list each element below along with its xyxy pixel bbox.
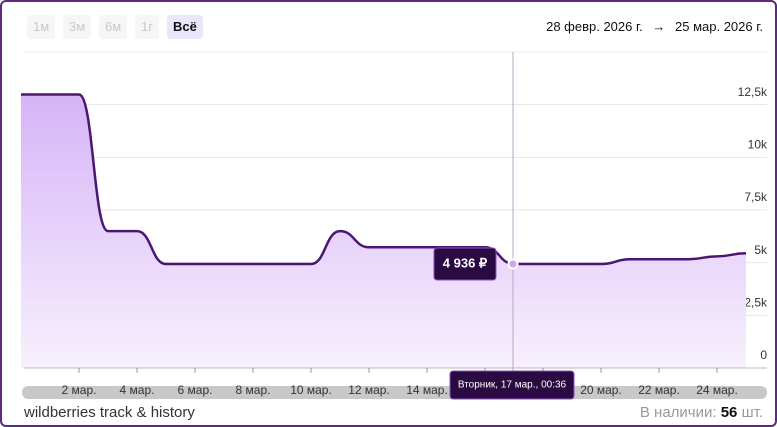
x-tick-label: 8 мар. — [236, 383, 271, 397]
y-tick-label: 12,5k — [738, 85, 768, 99]
y-tick-label: 2,5k — [744, 296, 768, 310]
x-tick-label: 20 мар. — [580, 383, 622, 397]
date-range: 28 февр. 2026 г. → 25 мар. 2026 г. — [540, 19, 763, 34]
scrollbar[interactable] — [22, 386, 767, 399]
y-tick-label: 0 — [760, 348, 767, 362]
arrow: → — [652, 19, 666, 34]
x-tick-label: 10 мар. — [290, 383, 332, 397]
x-tick-label: 6 мар. — [178, 383, 213, 397]
x-tick-label: 4 мар. — [120, 383, 155, 397]
value-tooltip-bg — [433, 247, 497, 281]
hover-point — [507, 258, 519, 270]
stock: В наличии: 56 шт. — [640, 404, 763, 421]
line — [21, 93, 747, 266]
range-button[interactable]: 3м — [63, 15, 92, 39]
date-tooltip-bg — [449, 370, 575, 400]
x-tick-label: 12 мар. — [348, 383, 390, 397]
brand: wildberries track & history — [24, 404, 195, 421]
stock-unit: шт. — [741, 404, 763, 421]
area — [21, 94, 746, 369]
date-from: 28 февр. 2026 г. — [546, 19, 643, 34]
y-tick-label: 7,5k — [744, 190, 768, 204]
range-button[interactable]: 1м — [27, 15, 56, 39]
x-tick-label: 22 мар. — [638, 383, 680, 397]
range-button[interactable]: 6м — [99, 15, 128, 39]
x-tick-label: 14 мар. — [406, 383, 448, 397]
range-button[interactable]: Всё — [167, 15, 203, 39]
date-to: 25 мар. 2026 г. — [675, 19, 763, 34]
chart: 0 2,5k 5k 7,5k 10k 12,5k 2 мар. 4 мар. 6 мар. 8 … — [21, 51, 768, 400]
stock-count: 56 — [720, 404, 738, 421]
y-tick-label: 5k — [754, 243, 768, 257]
y-tick-label: 10k — [748, 138, 768, 152]
x-tick-label: 24 мар. — [696, 383, 738, 397]
stock-label: В наличии: — [639, 404, 717, 421]
value-tooltip: 4 936 ₽ — [443, 255, 488, 270]
range-button[interactable]: 1г — [135, 15, 159, 39]
x-tick-label: 2 мар. — [62, 383, 97, 397]
date-tooltip: Вторник, 17 мар., 00:36 — [458, 380, 567, 391]
